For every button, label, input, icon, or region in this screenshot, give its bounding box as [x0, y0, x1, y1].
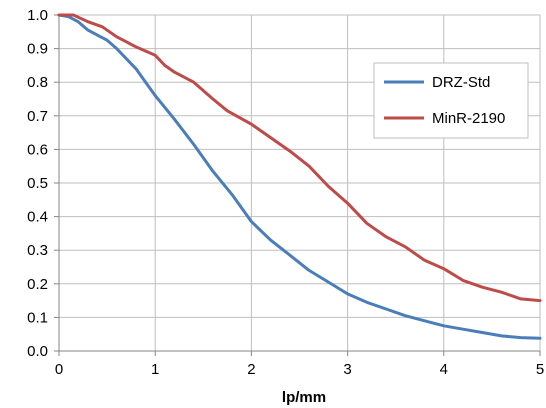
x-axis-title: lp/mm [282, 389, 326, 406]
y-tick-label: 0.4 [27, 209, 48, 226]
y-tick-label: 0.9 [27, 41, 48, 58]
y-tick-label: 0.2 [27, 276, 48, 293]
y-tick-label: 0.6 [27, 141, 48, 158]
axes [54, 14, 541, 356]
legend-label-drz-std: DRZ-Std [432, 74, 490, 91]
legend-box [373, 62, 529, 139]
y-tick-label: 0.8 [27, 74, 48, 91]
y-tick-label: 1.0 [27, 7, 48, 24]
x-tick-label: 3 [343, 361, 351, 378]
legend: DRZ-Std MinR-2190 [373, 62, 529, 139]
x-tick-label: 1 [151, 361, 159, 378]
y-tick-label: 0.1 [27, 309, 48, 326]
legend-label-minr-2190: MinR-2190 [432, 110, 505, 127]
y-tick-label: 0.7 [27, 108, 48, 125]
x-tick-label: 4 [440, 361, 448, 378]
x-tick-label: 2 [247, 361, 255, 378]
y-tick-label: 0.0 [27, 343, 48, 360]
x-axis-tick-labels: 0 1 2 3 4 5 [55, 361, 544, 378]
x-tick-label: 0 [55, 361, 63, 378]
series-line-minr-2190 [57, 13, 542, 303]
series-line-drz-std [57, 13, 542, 340]
y-tick-label: 0.3 [27, 242, 48, 259]
y-axis-tick-labels: 0.0 0.1 0.2 0.3 0.4 0.5 0.6 0.7 0.8 0.9 1.0 [27, 7, 48, 360]
x-tick-label: 5 [536, 361, 544, 378]
series-lines [57, 13, 542, 340]
y-tick-label: 0.5 [27, 175, 48, 192]
